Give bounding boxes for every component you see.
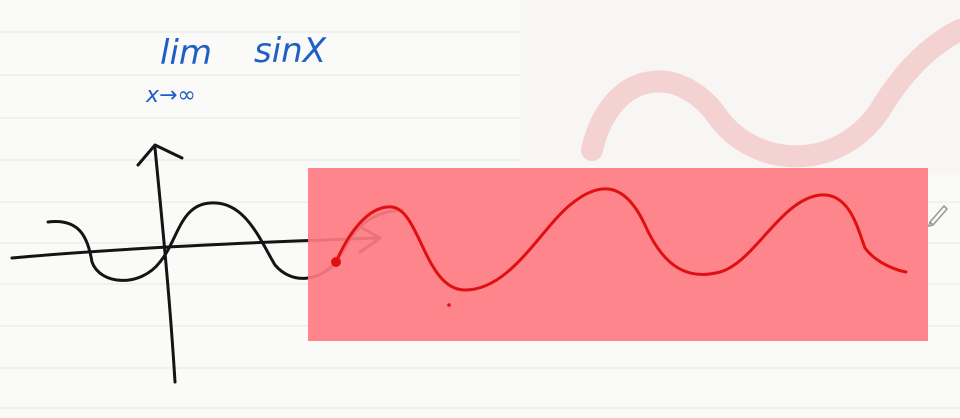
- y-axis-arrow-head: [136, 143, 184, 167]
- sine-function: sinX: [254, 31, 327, 71]
- y-axis: [153, 146, 177, 384]
- sine-curve-red: [334, 187, 908, 292]
- highlight-box: [308, 168, 928, 341]
- pencil-icon[interactable]: [924, 200, 952, 228]
- limit-word: lim: [160, 33, 212, 73]
- red-stray-dot: [447, 303, 451, 307]
- limit-subscript: x→∞: [145, 83, 196, 108]
- red-start-dot: [331, 257, 341, 267]
- limit-expression: lim x→∞ sinX: [145, 31, 327, 108]
- faded-background-wave: [520, 0, 960, 175]
